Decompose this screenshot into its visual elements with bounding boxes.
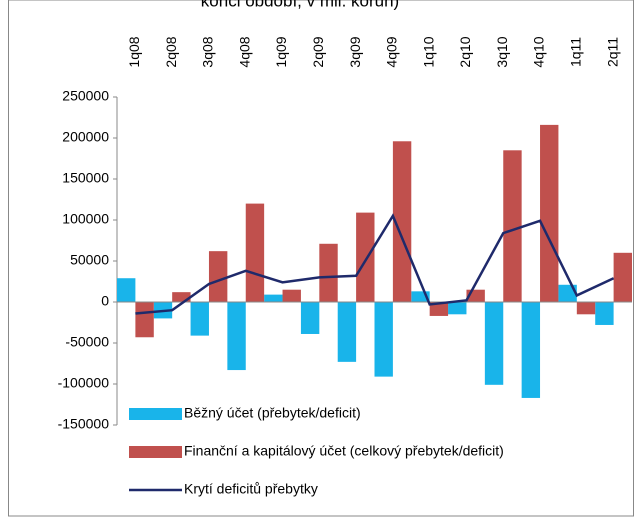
legend-label: Běžný účet (přebytek/deficit): [184, 405, 361, 421]
bar: [521, 302, 541, 398]
legend-label: Krytí deficitů přebytky: [184, 481, 318, 497]
bar: [135, 302, 154, 338]
bar: [613, 252, 632, 302]
x-tick-label: 3q09: [347, 36, 363, 67]
x-tick-label: 1q11: [568, 37, 584, 67]
x-tick-label: 4q10: [531, 36, 547, 67]
bar: [558, 284, 577, 302]
y-tick-label: 150000: [62, 170, 109, 186]
chart-title: konci období, v mil. korun): [201, 0, 399, 10]
bar: [576, 302, 596, 315]
bar: [117, 278, 136, 302]
y-tick-label: 100000: [62, 211, 109, 227]
bar: [448, 302, 467, 315]
bar: [356, 212, 375, 302]
y-tick-label: -100000: [58, 375, 110, 391]
x-tick-label: 1q08: [126, 36, 142, 67]
y-tick-label: 50000: [70, 252, 109, 268]
legend-label: Finanční a kapitálový účet (celkový přeb…: [184, 443, 504, 459]
x-tick-label: 2q09: [310, 36, 326, 67]
y-tick-label: -150000: [58, 416, 110, 432]
bar: [208, 251, 228, 302]
legend-swatch: [129, 408, 182, 420]
line: [135, 213, 615, 315]
x-tick-label: 4q09: [384, 36, 400, 67]
bar: [503, 150, 522, 302]
bar: [264, 294, 283, 302]
x-tick-label: 4q08: [236, 36, 252, 67]
legend-swatch: [129, 446, 182, 458]
bar: [374, 302, 393, 377]
y-tick-label: 250000: [62, 88, 109, 104]
x-tick-label: 1q10: [420, 36, 436, 67]
bar: [172, 292, 191, 302]
bar: [540, 124, 559, 302]
bar: [484, 302, 504, 385]
x-tick-label: 2q08: [163, 36, 179, 67]
bar: [245, 203, 265, 302]
bar: [282, 289, 301, 302]
bar: [190, 302, 209, 336]
bar: [300, 302, 320, 334]
bar: [337, 302, 357, 362]
x-tick-label: 2q10: [457, 36, 473, 67]
x-tick-label: 2q11: [604, 37, 620, 67]
x-tick-label: 3q08: [200, 36, 216, 67]
bar: [411, 291, 430, 302]
bar: [595, 302, 614, 325]
x-tick-label: 1q09: [273, 36, 289, 67]
y-tick-label: -50000: [65, 334, 109, 350]
bar: [227, 302, 246, 371]
bar: [392, 141, 412, 302]
bar: [319, 243, 338, 302]
bar: [429, 302, 449, 316]
y-tick-label: 200000: [62, 129, 109, 145]
x-tick-label: 3q10: [494, 36, 510, 67]
y-tick-label: 0: [101, 293, 109, 309]
